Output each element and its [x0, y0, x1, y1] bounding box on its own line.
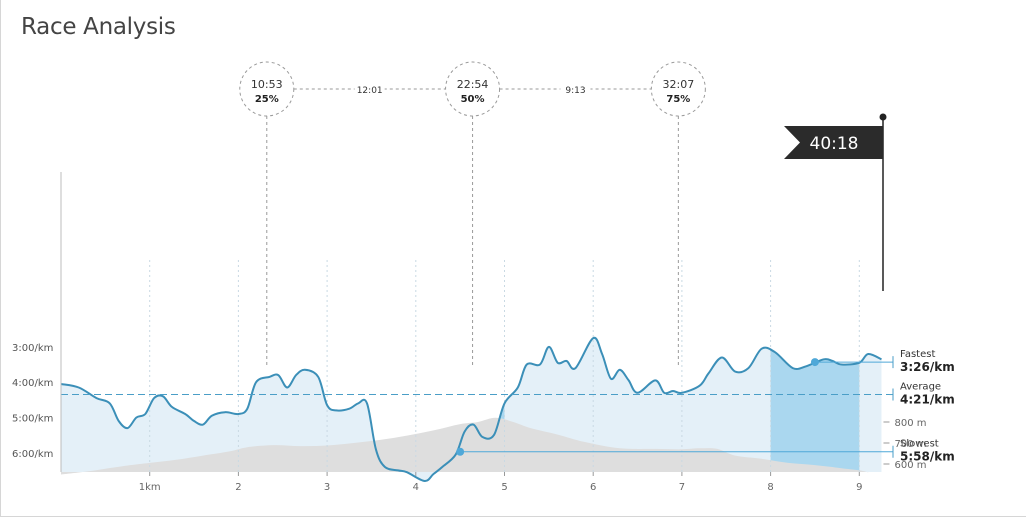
highlight-fastest-km: [770, 337, 860, 472]
split-label-bg: [560, 82, 591, 95]
x-tick-label: 5: [501, 482, 507, 493]
checkpoint-percent: 25%: [255, 94, 279, 105]
x-tick-label: 6: [590, 482, 596, 493]
pace-line: [60, 336, 882, 482]
ref-value-average: 4:21/km: [900, 393, 955, 407]
checkpoint-time: 32:07: [663, 78, 695, 91]
ref-label-fastest: Fastest: [900, 349, 935, 360]
ref-marker-fastest: [810, 358, 819, 367]
elevation-profile: [61, 417, 869, 475]
pace-area-layer: [61, 337, 882, 482]
split-label-bg: [354, 82, 385, 95]
ref-label-slowest: Slowest: [900, 439, 939, 450]
elevation-tick-label: 600 m: [894, 460, 926, 471]
elevation-layer: [61, 417, 869, 475]
split-time: 12:01: [357, 86, 383, 96]
checkpoint-percent: 75%: [666, 94, 690, 105]
axes-layer: 3:00/km 4:00/km 5:00/km 6:00/km 1km 2 3 4 5 6 7 8 9 8…: [12, 172, 926, 493]
finish-time: 40:18: [810, 134, 859, 154]
checkpoint-time: 22:54: [457, 78, 489, 91]
checkpoint-percent: 50%: [461, 94, 485, 105]
x-tick-label: 1km: [139, 482, 161, 493]
x-tick-label: 2: [235, 482, 241, 493]
ref-label-average: Average: [900, 382, 941, 393]
pace-line-layer: [60, 336, 882, 482]
y-tick-label: 6:00/km: [12, 449, 53, 460]
split-time: 9:13: [565, 86, 585, 96]
finish-flag-shape: [784, 126, 883, 159]
ref-marker-slowest: [456, 447, 465, 456]
y-tick-label: 5:00/km: [12, 414, 53, 425]
finish-pole-cap: [879, 113, 887, 121]
ref-value-fastest: 3:26/km: [900, 360, 955, 374]
grid-layer: [149, 260, 860, 472]
elevation-tick-label: 700 m: [894, 439, 926, 450]
pace-area: [61, 337, 882, 482]
page-title: Race Analysis: [21, 14, 176, 40]
checkpoint-time: 10:53: [251, 78, 283, 91]
x-tick-label: 4: [413, 482, 419, 493]
x-tick-label: 9: [856, 482, 862, 493]
x-tick-label: 8: [767, 482, 773, 493]
x-tick-label: 3: [324, 482, 330, 493]
y-tick-label: 4:00/km: [12, 378, 53, 389]
finish-flag: 40:18: [784, 113, 887, 291]
y-tick-label: 3:00/km: [12, 343, 53, 354]
ref-value-slowest: 5:58/km: [900, 450, 955, 464]
x-tick-label: 7: [679, 482, 685, 493]
checkpoints-layer: 10:53 25% 22:54 50% 32:07 75% 12:01 9:13: [239, 61, 706, 367]
elevation-tick-label: 800 m: [894, 418, 926, 429]
